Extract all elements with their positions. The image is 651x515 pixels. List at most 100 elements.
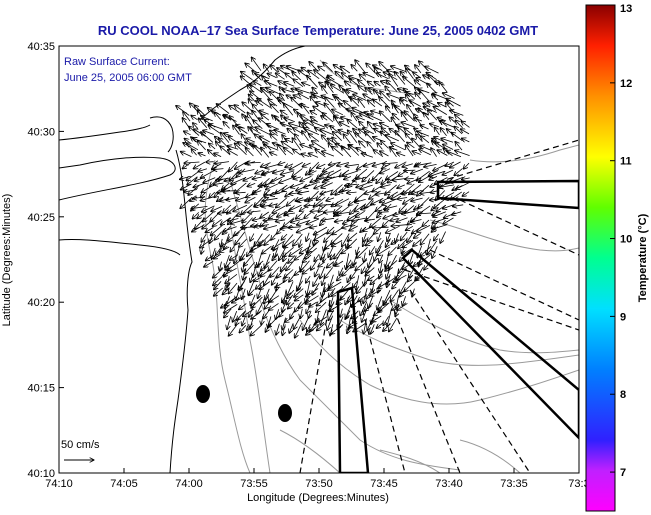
current-vector [347, 259, 352, 268]
current-vector [259, 110, 269, 115]
current-vector [379, 254, 384, 264]
current-vector [320, 189, 334, 194]
current-vector [439, 81, 448, 93]
bathymetry-contours [204, 59, 579, 473]
current-vector [335, 71, 344, 80]
current-vector [392, 280, 399, 289]
current-vector [347, 274, 350, 283]
current-vector [328, 309, 334, 321]
current-vector [227, 146, 239, 150]
current-vector [393, 274, 407, 282]
current-vector [395, 130, 405, 143]
current-vector [449, 161, 461, 168]
current-vector [332, 146, 344, 157]
current-vector [420, 192, 431, 194]
current-vector [454, 199, 463, 200]
current-vector [433, 106, 448, 115]
current-vector [282, 302, 287, 312]
current-vector [353, 323, 366, 332]
current-vector [339, 122, 350, 128]
current-vector [399, 288, 406, 297]
current-vector [191, 206, 208, 208]
current-vector [396, 153, 406, 156]
current-vector [303, 182, 318, 188]
current-vector [407, 142, 415, 149]
current-vector [361, 266, 365, 274]
current-vector [236, 211, 247, 216]
current-vector [316, 296, 328, 306]
current-vector [322, 151, 335, 157]
y-tick-label: 40:10 [27, 468, 55, 480]
current-vector [222, 191, 237, 192]
current-vector [324, 231, 335, 243]
current-vector [291, 182, 304, 188]
colorbar-ticks: 7 8 9 10 11 12 13 [610, 3, 632, 479]
current-vector [407, 274, 414, 282]
current-vector [424, 164, 437, 167]
current-vector [358, 294, 367, 302]
current-vector [228, 136, 239, 144]
current-vector [379, 268, 384, 279]
current-vector [245, 148, 254, 157]
current-vector [289, 273, 296, 282]
current-vector [441, 138, 454, 143]
current-vector [309, 161, 320, 172]
current-vector [355, 259, 368, 271]
plot-area [59, 46, 579, 473]
current-vector [327, 226, 335, 234]
current-vector [294, 288, 304, 298]
current-vector [231, 295, 245, 303]
current-vector [284, 269, 294, 279]
current-vector [252, 177, 262, 179]
current-vector [214, 281, 222, 290]
sector-thick-line [436, 179, 579, 210]
current-vector [227, 315, 232, 330]
current-vector [404, 281, 415, 292]
current-vector [191, 115, 198, 121]
current-vector [379, 151, 389, 157]
current-vector [276, 323, 280, 336]
current-vector [198, 153, 206, 156]
current-vector [228, 161, 238, 172]
current-vector [455, 114, 463, 121]
current-vector [254, 233, 263, 247]
current-vector [309, 301, 318, 307]
current-vector [374, 81, 381, 87]
current-vector [251, 57, 262, 71]
current-vector [197, 210, 208, 219]
current-vector [376, 240, 384, 253]
current-vector [370, 324, 375, 334]
current-vector [238, 280, 245, 290]
current-vector [321, 218, 335, 220]
current-vector [247, 211, 261, 213]
current-vector [420, 136, 430, 144]
current-vector [331, 184, 343, 195]
current-vector [314, 70, 328, 81]
current-vector [310, 117, 318, 123]
current-vector [277, 68, 286, 74]
current-vector [256, 301, 264, 315]
current-vector [290, 218, 304, 222]
current-vector [253, 144, 263, 156]
current-vector [342, 267, 351, 277]
current-vector [284, 82, 295, 87]
y-axis: 40:10 40:15 40:20 40:25 40:30 40:35 [27, 41, 64, 480]
current-vector [238, 128, 248, 134]
current-vector [184, 190, 198, 193]
current-vector [397, 198, 408, 200]
current-vector [366, 260, 375, 273]
current-vector [376, 176, 382, 183]
scale-label: 50 cm/s [61, 439, 100, 451]
current-vector [378, 280, 391, 289]
current-vector [348, 322, 358, 328]
current-vector [383, 294, 392, 306]
current-vector [376, 322, 384, 329]
current-vector [278, 162, 286, 165]
current-vector [360, 184, 373, 189]
current-vector [219, 168, 230, 181]
current-vector [320, 309, 327, 326]
current-vector [302, 83, 311, 86]
current-vector [250, 325, 262, 336]
contour-line [389, 299, 579, 354]
